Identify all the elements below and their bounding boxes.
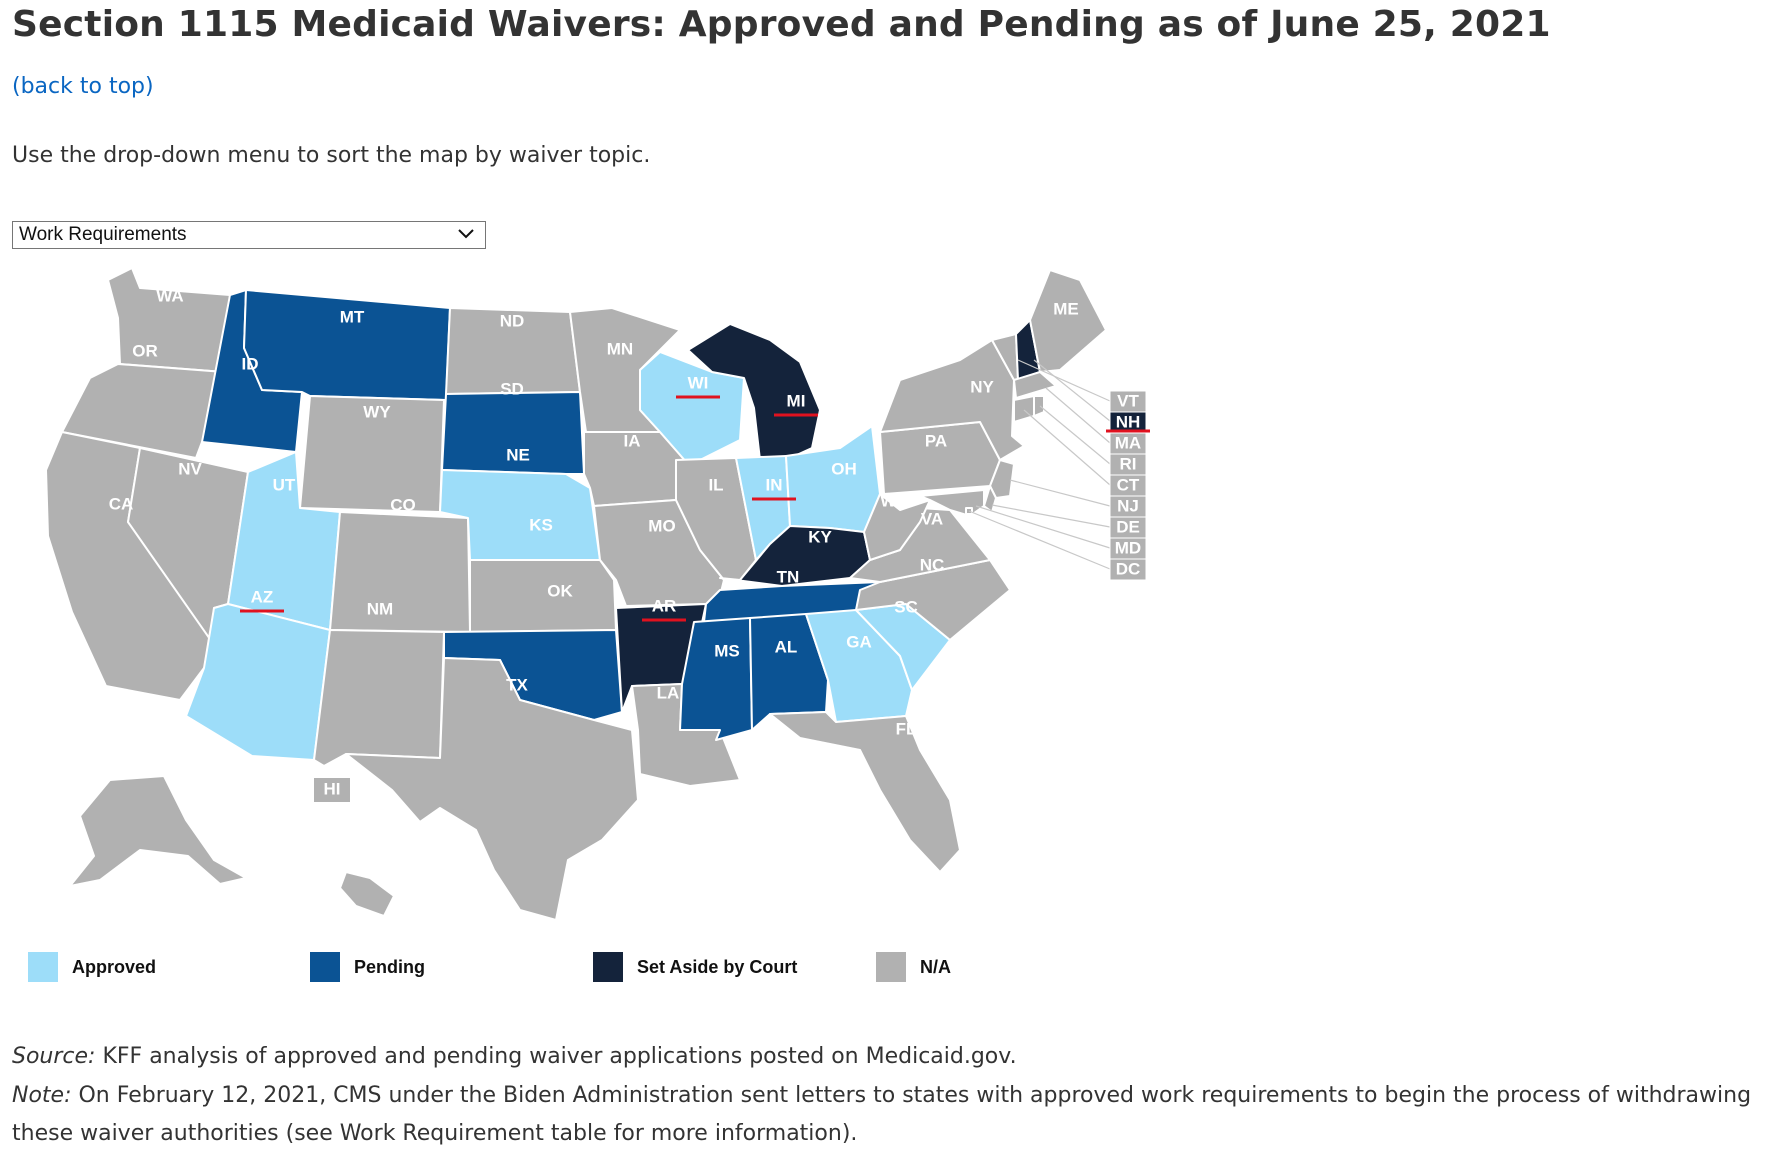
state-NY[interactable] (879, 339, 1025, 461)
page-title: Section 1115 Medicaid Waivers: Approved … (12, 4, 1551, 45)
state-label-LA: LA (657, 683, 680, 702)
state-label-SC: SC (894, 597, 918, 616)
state-label-ID: ID (242, 354, 259, 373)
source-text: KFF analysis of approved and pending wai… (95, 1044, 1017, 1069)
state-AK[interactable] (69, 775, 247, 887)
note-text: On February 12, 2021, CMS under the Bide… (12, 1083, 1752, 1146)
ne-label-DC: DC (1116, 559, 1141, 578)
state-label-OK: OK (547, 581, 573, 600)
legend-label: N/A (920, 956, 951, 977)
state-label-WI: WI (688, 373, 709, 392)
state-label-NV: NV (178, 459, 202, 478)
state-label-MI: MI (787, 391, 806, 410)
state-CO[interactable] (329, 511, 471, 633)
back-to-top-link[interactable]: (back to top) (12, 74, 154, 99)
state-label-PA: PA (925, 431, 947, 450)
state-label-SD: SD (500, 379, 524, 398)
state-label-KS: KS (529, 515, 553, 534)
state-label-UT: UT (273, 475, 296, 494)
legend-swatch-set-aside (593, 952, 623, 982)
state-label-IA: IA (624, 431, 641, 450)
state-label-FL: FL (896, 719, 917, 738)
state-ME[interactable] (1029, 269, 1107, 373)
legend-label: Pending (354, 956, 425, 977)
legend-swatch-pending (310, 952, 340, 982)
legend-item-set-aside: Set Aside by Court (593, 950, 797, 984)
state-label-TX: TX (506, 675, 528, 694)
state-NM[interactable] (313, 629, 445, 767)
state-label-AR: AR (652, 596, 677, 615)
state-label-OR: OR (132, 341, 158, 360)
legend-swatch-na (876, 952, 906, 982)
ne-label-NJ: NJ (1117, 496, 1139, 515)
us-map: VT NH MA RI CT NJ DE MD DC WA OR CA NV ID MT WY UT AZ CO N… (45, 267, 1150, 921)
state-CT[interactable] (1013, 395, 1035, 423)
state-label-ND: ND (500, 311, 525, 330)
state-label-CO: CO (390, 495, 416, 514)
ne-label-VT: VT (1117, 391, 1139, 410)
state-NJ[interactable] (989, 459, 1015, 499)
state-label-WY: WY (363, 402, 391, 421)
ne-label-DE: DE (1116, 517, 1140, 536)
state-WV[interactable] (863, 493, 931, 561)
state-TX[interactable] (345, 657, 639, 921)
state-MS[interactable] (679, 617, 753, 741)
state-label-NM: NM (367, 599, 393, 618)
state-label-NE: NE (506, 445, 530, 464)
legend-label: Set Aside by Court (637, 956, 798, 977)
instruction-text: Use the drop-down menu to sort the map b… (12, 143, 651, 168)
state-WA[interactable] (107, 267, 231, 373)
state-label-VA: VA (921, 509, 943, 528)
state-label-NC: NC (920, 555, 945, 574)
ne-box-DC[interactable] (1109, 558, 1147, 581)
state-label-KY: KY (808, 527, 832, 546)
northeast-callouts (968, 359, 1111, 570)
state-label-WV: WV (880, 491, 908, 510)
state-KS[interactable] (469, 559, 617, 633)
state-label-HI: HI (324, 779, 341, 798)
legend-item-approved: Approved (28, 950, 156, 984)
legend-label: Approved (72, 956, 157, 977)
state-label-WA: WA (156, 286, 183, 305)
footnote: Note: On February 12, 2021, CMS under th… (12, 1077, 1772, 1153)
state-label-IN: IN (766, 475, 783, 494)
state-KY[interactable] (719, 525, 871, 587)
state-label-MT: MT (340, 307, 365, 326)
hi-label-box (314, 778, 350, 802)
state-label-MN: MN (607, 339, 633, 358)
dropdown-selected-value: Work Requirements (19, 224, 187, 245)
state-label-MS: MS (714, 641, 740, 660)
legend-item-na: N/A (876, 950, 951, 984)
state-MA[interactable] (1013, 371, 1057, 399)
state-label-AZ: AZ (251, 587, 274, 606)
waiver-topic-dropdown[interactable]: Work Requirements (12, 221, 486, 249)
state-label-MO: MO (648, 516, 675, 535)
state-HI[interactable] (339, 871, 395, 917)
state-label-NY: NY (970, 377, 994, 396)
state-label-CA: CA (109, 494, 134, 513)
ne-label-MA: MA (1115, 433, 1141, 452)
state-SD[interactable] (441, 391, 585, 475)
state-label-ME: ME (1053, 299, 1079, 318)
ne-label-NH: NH (1116, 412, 1141, 431)
state-label-AL: AL (775, 637, 798, 656)
state-label-IL: IL (708, 475, 723, 494)
source-note: Source: KFF analysis of approved and pen… (12, 1038, 1772, 1076)
source-label: Source: (12, 1044, 96, 1069)
state-label-AK: AK (132, 727, 157, 746)
ne-label-CT: CT (1117, 475, 1140, 494)
chevron-down-icon (458, 229, 474, 239)
legend-item-pending: Pending (310, 950, 425, 984)
state-FL[interactable] (769, 711, 961, 873)
ne-label-RI: RI (1120, 454, 1137, 473)
legend-swatch-approved (28, 952, 58, 982)
state-label-TN: TN (777, 567, 800, 586)
ne-label-MD: MD (1115, 538, 1141, 557)
state-RI[interactable] (1033, 395, 1045, 417)
state-label-GA: GA (846, 632, 872, 651)
state-label-OH: OH (831, 459, 857, 478)
state-WI[interactable] (639, 351, 745, 465)
note-label: Note: (12, 1083, 72, 1108)
